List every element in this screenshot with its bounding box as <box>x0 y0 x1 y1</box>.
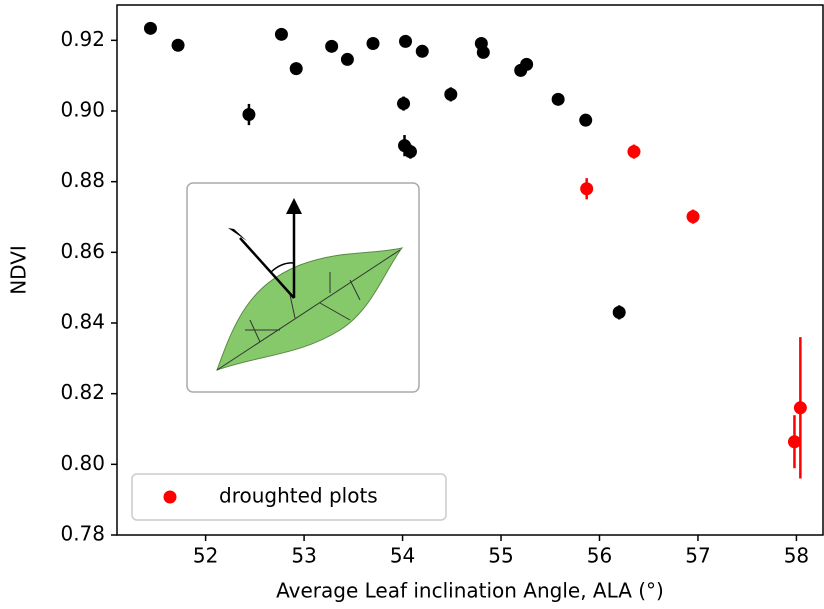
point <box>444 87 458 101</box>
point <box>580 182 594 196</box>
inset <box>186 182 420 393</box>
y-tick-label: 0.80 <box>60 451 105 475</box>
x-tick-label: 56 <box>587 544 612 568</box>
y-axis-label: NDVI <box>7 245 31 295</box>
y-tick-label: 0.84 <box>60 310 105 334</box>
plot-frame <box>116 4 824 536</box>
point <box>415 44 429 58</box>
point <box>403 145 417 159</box>
y-tick-label: 0.78 <box>60 522 105 546</box>
point <box>325 39 339 53</box>
x-tick-label: 52 <box>193 544 218 568</box>
point <box>551 92 565 106</box>
legend-frame <box>131 473 447 521</box>
y-tick-label: 0.82 <box>60 380 105 404</box>
arrows <box>239 210 296 299</box>
point <box>579 113 593 127</box>
legend-label: droughted plots <box>219 484 378 508</box>
arrow-heads <box>228 198 302 241</box>
x-tick-label: 55 <box>488 544 513 568</box>
point <box>171 38 185 52</box>
point <box>476 45 490 59</box>
x-tick-label: 54 <box>390 544 415 568</box>
leaf-veins <box>216 249 401 371</box>
angle-arc <box>270 262 295 273</box>
point <box>289 62 303 76</box>
point <box>612 305 626 319</box>
x-axis-label: Average Leaf inclination Angle, ALA (°) <box>276 579 664 603</box>
point <box>627 145 641 159</box>
point <box>340 52 354 66</box>
point <box>399 34 413 48</box>
x-tick-label: 53 <box>291 544 316 568</box>
y-tick-label: 0.90 <box>60 98 105 122</box>
y-tick-label: 0.88 <box>60 168 105 192</box>
point <box>143 21 157 35</box>
point <box>520 57 534 71</box>
point <box>397 97 411 111</box>
y-tick-label: 0.86 <box>60 239 105 263</box>
y-tick-label: 0.92 <box>60 27 105 51</box>
point <box>274 27 288 41</box>
point <box>686 210 700 224</box>
x-tick-label: 57 <box>685 544 710 568</box>
point <box>242 108 256 122</box>
legend-marker <box>163 490 177 504</box>
point <box>366 37 380 51</box>
point <box>787 435 801 449</box>
point <box>793 401 807 415</box>
x-tick-label: 58 <box>784 544 809 568</box>
